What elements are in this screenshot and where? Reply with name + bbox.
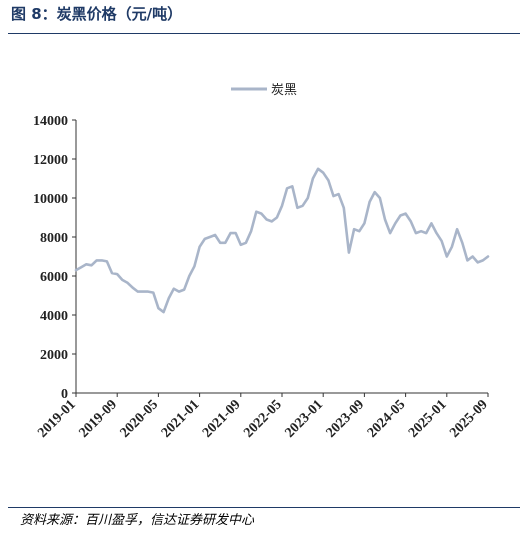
x-tick-label: 2022-05 <box>241 397 285 441</box>
bottom-rule <box>8 507 520 508</box>
y-tick-label: 12000 <box>33 153 68 168</box>
y-tick-label: 14000 <box>33 114 68 129</box>
top-rule <box>8 33 520 34</box>
x-tick-label: 2025-01 <box>406 397 450 441</box>
x-tick-label: 2023-01 <box>282 397 326 441</box>
line-chart: 020004000600080001000012000140002019-012… <box>33 83 491 441</box>
x-tick-label: 2025-09 <box>447 397 491 441</box>
y-tick-label: 8000 <box>40 231 68 246</box>
y-tick-label: 0 <box>61 387 68 402</box>
legend-label: 炭黑 <box>271 83 297 98</box>
series-line <box>74 167 490 314</box>
x-tick-label: 2021-09 <box>200 397 244 441</box>
y-tick-label: 6000 <box>40 270 68 285</box>
x-tick-label: 2019-01 <box>35 397 79 441</box>
x-tick-label: 2020-05 <box>118 397 162 441</box>
y-tick-label: 2000 <box>40 348 68 363</box>
y-tick-label: 4000 <box>40 309 68 324</box>
x-tick-label: 2024-05 <box>365 397 409 441</box>
y-tick-label: 10000 <box>33 192 68 207</box>
x-tick-label: 2019-09 <box>76 397 120 441</box>
x-tick-label: 2023-09 <box>324 397 368 441</box>
figure-title: 图 8：炭黑价格（元/吨） <box>11 5 183 23</box>
source-note: 资料来源：百川盈孚，信达证券研发中心 <box>20 513 255 528</box>
x-tick-label: 2021-01 <box>159 397 203 441</box>
